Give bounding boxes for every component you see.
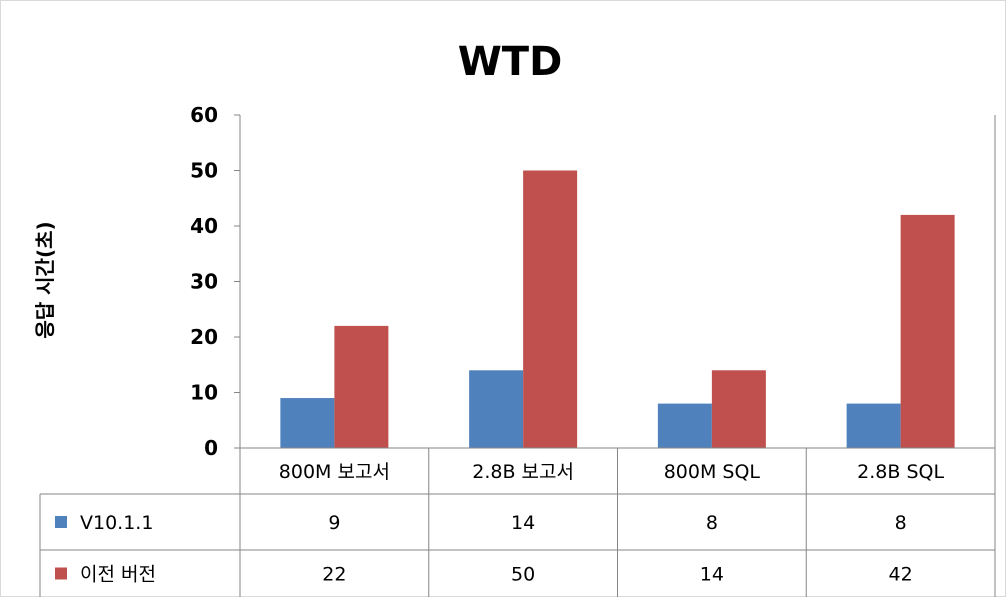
data-table: 800M 보고서 2.8B 보고서 800M SQL 2.8B SQL V10.1.1 9…	[39, 115, 996, 597]
bar-v10	[280, 398, 335, 448]
legend-label-prev: 이전 버전	[80, 564, 156, 586]
y-tick-label: 40	[190, 214, 218, 238]
data-label: 42	[889, 564, 913, 586]
plot-area: 0 10 20 30 40 50 60	[190, 103, 955, 460]
data-label: 14	[511, 512, 535, 534]
x-tick-label: 2.8B 보고서	[472, 461, 574, 483]
legend-swatch-v10	[55, 516, 67, 528]
bar-prev	[334, 325, 389, 448]
y-tick-label: 10	[190, 381, 218, 405]
bar-v10	[846, 403, 901, 448]
y-tick-label: 30	[190, 270, 218, 294]
data-label: 50	[511, 564, 535, 586]
data-label: 8	[895, 512, 907, 534]
bar-v10	[469, 370, 524, 448]
data-label: 9	[328, 512, 340, 534]
data-label: 22	[322, 564, 346, 586]
x-tick-label: 800M SQL	[664, 461, 761, 483]
data-label: 8	[706, 512, 718, 534]
bar-prev	[711, 370, 766, 448]
y-tick-label: 20	[190, 325, 218, 349]
y-tick-label: 0	[204, 436, 218, 460]
bar-prev	[523, 170, 578, 448]
y-tick-label: 60	[190, 103, 218, 127]
y-tick-label: 50	[190, 159, 218, 183]
data-label: 14	[700, 564, 724, 586]
legend-label-v10: V10.1.1	[80, 512, 153, 534]
x-tick-label: 2.8B SQL	[857, 461, 944, 483]
x-tick-label: 800M 보고서	[279, 461, 390, 483]
chart-title: WTD	[458, 39, 563, 85]
bar-v10	[657, 403, 712, 448]
legend-swatch-prev	[55, 567, 67, 580]
y-axis-label: 응답 시간(초)	[33, 221, 57, 338]
bar-prev	[900, 214, 955, 448]
